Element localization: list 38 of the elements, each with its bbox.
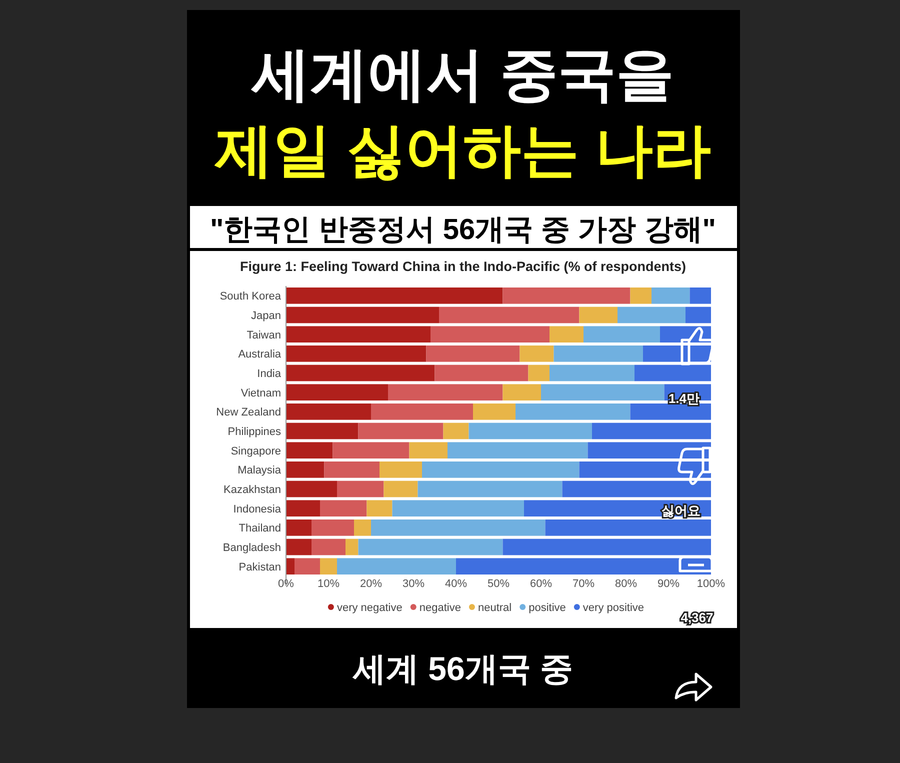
annotation: 세계에서 중국을 <box>252 42 674 107</box>
y-tick-label: New Zealand <box>216 406 281 419</box>
y-tick-label: Vietnam <box>240 387 281 400</box>
chart-subtitle: "한국인 반중정서 56개국 중 가장 강해" <box>210 214 716 246</box>
x-tick-label: 90% <box>657 578 680 590</box>
y-tick-label: Taiwan <box>246 329 281 342</box>
annotation: 4,367 <box>680 610 714 625</box>
annotation: 싫어요 <box>662 503 700 518</box>
y-tick-label: Kazakhstan <box>224 484 281 496</box>
y-tick-label: Singapore <box>230 445 281 458</box>
x-tick-label: 60% <box>530 578 552 590</box>
legend-label: positive <box>528 602 566 614</box>
y-tick-label: Thailand <box>238 522 281 535</box>
y-tick-label: Bangladesh <box>222 542 281 554</box>
y-tick-label: Pakistan <box>238 561 281 574</box>
y-tick-label: Philippines <box>228 426 282 438</box>
chart-title: Figure 1: Feeling Toward China in the Indo-Pacific (% of respondents) <box>240 259 686 274</box>
legend-label: negative <box>419 602 461 614</box>
x-tick-label: 0% <box>278 578 294 590</box>
y-tick-label: South Korea <box>220 290 282 303</box>
y-tick-label: Australia <box>238 348 282 361</box>
x-tick-label: 10% <box>317 578 340 590</box>
legend-label: very negative <box>336 602 402 614</box>
x-tick-label: 100% <box>696 578 726 590</box>
x-tick-label: 80% <box>614 578 638 590</box>
y-tick-label: Japan <box>251 310 281 322</box>
legend-label: very positive <box>582 602 644 614</box>
x-tick-label: 20% <box>360 578 382 590</box>
x-tick-label: 30% <box>402 578 425 590</box>
annotation: 제일 싫어하는 나라 <box>214 118 712 183</box>
y-tick-label: Malaysia <box>238 464 282 477</box>
annotation: 세계 56개국 중 <box>352 650 574 687</box>
x-tick-label: 50% <box>487 578 510 590</box>
y-tick-label: Indonesia <box>233 503 282 516</box>
legend-label: neutral <box>478 602 512 614</box>
x-tick-label: 70% <box>572 578 595 590</box>
y-tick-label: India <box>257 368 282 380</box>
x-tick-label: 40% <box>444 578 468 590</box>
